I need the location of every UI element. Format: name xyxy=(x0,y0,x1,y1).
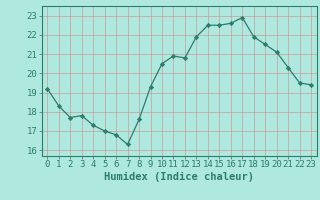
X-axis label: Humidex (Indice chaleur): Humidex (Indice chaleur) xyxy=(104,172,254,182)
